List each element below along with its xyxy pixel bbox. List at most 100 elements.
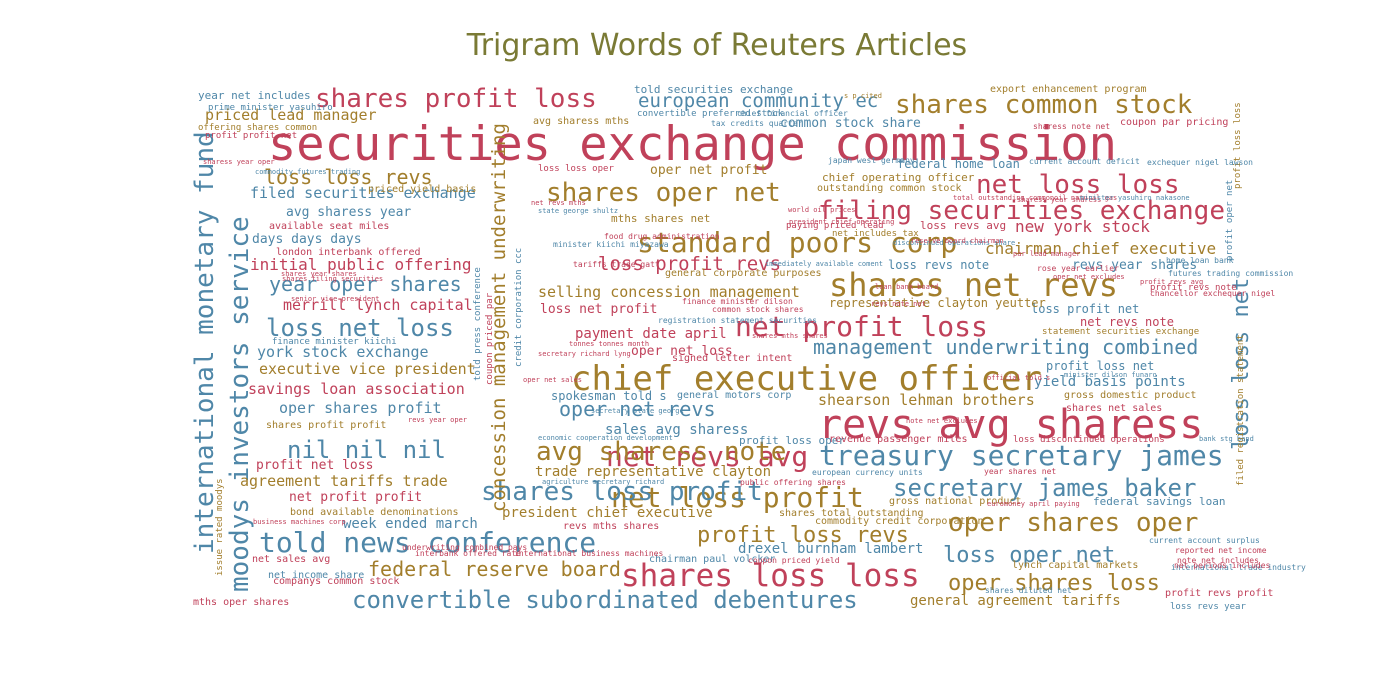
word-told-securities-exchange: told securities exchange	[634, 83, 793, 96]
word-new-york-stock: new york stock	[1015, 217, 1150, 236]
word-reserve-board-chairman: reserve board chairman	[911, 237, 1004, 245]
word-note-net-excludes: note net excludes	[906, 417, 978, 425]
word-par-lead-manager: par lead manager	[1013, 250, 1080, 258]
word-net-periods-includes: net periods includes	[1174, 561, 1271, 570]
word-discontinued-operations-share: discontinued operations share	[893, 239, 1015, 247]
word-gross-national-product: gross national product	[889, 496, 1021, 507]
word-treasury-secretary-james: treasury secretary james	[819, 439, 1224, 472]
word-senior-vice-president: senior vice president	[291, 295, 380, 303]
word-coupon-par-pricing: coupon par pricing	[1120, 117, 1228, 128]
word-finance-minister-dilson: finance minister dilson	[682, 297, 793, 306]
word-underwriting-combined-pays: underwriting combined pays	[402, 543, 527, 552]
word-spokesman-told-s: spokesman told s	[551, 389, 667, 403]
word-international-business-machines: international business machines	[514, 549, 663, 558]
word-york-stock-exchange: york stock exchange	[257, 343, 429, 361]
word-chief-executive-officer: chief executive officer	[571, 359, 1042, 399]
word-year-shares-net: year shares net	[984, 467, 1056, 476]
word-shares-loss-loss: shares loss loss	[621, 558, 920, 594]
word-profit-profit-net: profit profit net	[205, 131, 297, 141]
word-priced-lead-manager: priced lead manager	[205, 106, 377, 124]
word-business-machines-corp: business machines corp	[253, 518, 346, 526]
word-note-net-includes: note net includes	[1177, 556, 1259, 565]
word-agreement-tariffs-trade: agreement tariffs trade	[240, 472, 448, 490]
word-year-net-includes: year net includes	[198, 89, 311, 102]
word-shares-year-shares: shares year shares	[281, 270, 357, 278]
word-shares-total-outstanding: shares total outstanding	[779, 508, 924, 519]
word-japan-west-germany: japan west germany	[828, 156, 915, 165]
word-s-p-cited: s p cited	[844, 92, 882, 100]
word-profit-revs-profit: profit revs profit	[1165, 588, 1273, 599]
word-loss-loss-revs: loss loss revs	[264, 165, 433, 189]
word-profit-revs-avg: profit revs avg	[1140, 278, 1203, 286]
word-common-stock-shares: common stock shares	[712, 305, 804, 314]
word-mths-oper-shares: mths oper shares	[193, 597, 289, 608]
word-commodity-credit-corporation: commodity credit corporation	[815, 516, 984, 527]
word-exchequer-nigel-lawson: exchequer nigel lawson	[1147, 158, 1253, 167]
word-companys-common-stock: companys common stock	[273, 576, 399, 587]
word-commodity-futures-trading: commodity futures trading	[255, 168, 360, 176]
word-general-agreement-tariffs: general agreement tariffs	[910, 593, 1121, 609]
word-moodys-investors-service: moodys investors service	[225, 216, 255, 592]
word-loss-revs-note: loss revs note	[888, 258, 989, 272]
word-net-sales-avg: net sales avg	[252, 554, 330, 565]
word-profit-loss-loss: profit loss loss	[1233, 102, 1243, 189]
word-shares-diluted-net: shares diluted net	[985, 586, 1072, 595]
word-avg-sharess-mths: avg sharess mths	[533, 116, 629, 127]
word-sharess-note-net: sharess note net	[1033, 122, 1110, 131]
word-official-told-s: official told s	[987, 374, 1050, 382]
word-loss-net-loss: loss net loss	[266, 314, 454, 342]
word-sharess-year-sharess: sharess year sharess	[1017, 196, 1101, 204]
word-loss-profit-net: loss profit net	[1031, 302, 1139, 316]
word-shares-mths-shares: shares mths shares	[752, 332, 828, 340]
word-rose-year-earlier: rose year earlier	[1037, 264, 1119, 273]
word-shares-filing-securities: shares filing securities	[282, 275, 383, 283]
word-current-account-deficit: current account deficit	[1029, 157, 1140, 166]
word-bank-stg-band: bank stg band	[1199, 435, 1254, 443]
word-euromoney-april-paying: euromoney april paying	[987, 500, 1080, 508]
word-profit-revs-note: profit revs note	[1150, 283, 1237, 293]
word-avg-sharess-year: avg sharess year	[286, 205, 411, 220]
word-common-stock-share: common stock share	[780, 116, 921, 131]
word-minister-dilson-funaro: minister dilson funaro	[1064, 371, 1157, 379]
word-president-chief-operating: president chief operating	[789, 218, 894, 226]
word-secretary-richard-lyng: secretary richard lyng	[538, 350, 631, 358]
word-minister-kiichi-miyazawa: minister kiichi miyazawa	[553, 240, 669, 249]
word-savings-loan-association: savings loan association	[248, 380, 465, 398]
word-tax-credits-quarter: tax credits quarter	[711, 119, 803, 128]
word-net-income-share: net income share	[268, 570, 364, 581]
word-home-loan-bank: home loan bank	[1166, 256, 1234, 265]
word-prime-minister-yasuhiro: prime minister yasuhiro	[208, 103, 333, 113]
word-executive-vice-president: executive vice president	[259, 360, 476, 378]
word-chancellor-exchequer-nigel: chancellor exchequer nigel	[1150, 289, 1275, 298]
word-year-oper-shares: year oper shares	[269, 272, 462, 296]
word-oper-net-profit: oper net profit	[650, 163, 767, 178]
word-coupon-priced-par: coupon priced par	[485, 292, 495, 385]
word-lynch-capital-markets: lynch capital markets	[1012, 560, 1138, 571]
word-told-press-conference: told press conference	[473, 267, 483, 381]
word-management-underwriting-combined: management underwriting combined	[813, 335, 1198, 359]
word-signed-letter-intent: signed letter intent	[672, 353, 792, 364]
word-trade-representative-clayton: trade representative clayton	[535, 464, 771, 480]
word-total-outstanding-common: total outstanding common	[953, 194, 1054, 202]
word-net-includes-tax: net includes tax	[832, 229, 919, 239]
word-filing-securities-exchange: filing securities exchange	[818, 196, 1225, 226]
word-secretary-state-george: secretary state george	[591, 407, 684, 415]
word-shares-common-stock: shares common stock	[895, 90, 1193, 120]
word-public-offering-shares: public offering shares	[740, 478, 846, 487]
word-loss-oper-net: loss oper net	[943, 543, 1115, 568]
word-selling-concession-management: selling concession management	[538, 283, 800, 301]
word-net-loss-loss: net loss loss	[976, 170, 1180, 200]
word-export-enhancement-program: export enhancement program	[990, 84, 1147, 95]
word-interbank-offered-rate: interbank offered rate	[415, 549, 521, 558]
word-european-currency-units: european currency units	[812, 468, 923, 477]
word-avg-sharess-note: avg sharess note	[536, 437, 786, 467]
word-chief-financial-officer: chief financial officer	[737, 109, 848, 118]
word-state-george-shultz: state george shultz	[538, 207, 618, 215]
word-shearson-lehman-brothers: shearson lehman brothers	[818, 391, 1035, 409]
word-net-profit-loss: net profit loss	[735, 310, 988, 343]
word-net-revs-mths: net revs mths	[531, 199, 586, 207]
word-current-account-surplus: current account surplus	[1149, 536, 1260, 545]
word-loss-revs-avg: loss revs avg	[920, 219, 1006, 232]
word-chief-operating-officer: chief operating officer	[822, 171, 975, 184]
word-concession-management-underwriting: concession management underwriting	[488, 123, 510, 512]
